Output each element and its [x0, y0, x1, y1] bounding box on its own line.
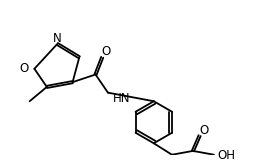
Text: O: O	[19, 62, 28, 75]
Text: O: O	[101, 45, 111, 58]
Text: N: N	[53, 32, 62, 45]
Text: HN: HN	[113, 92, 130, 105]
Text: O: O	[200, 124, 209, 137]
Text: OH: OH	[217, 149, 235, 162]
